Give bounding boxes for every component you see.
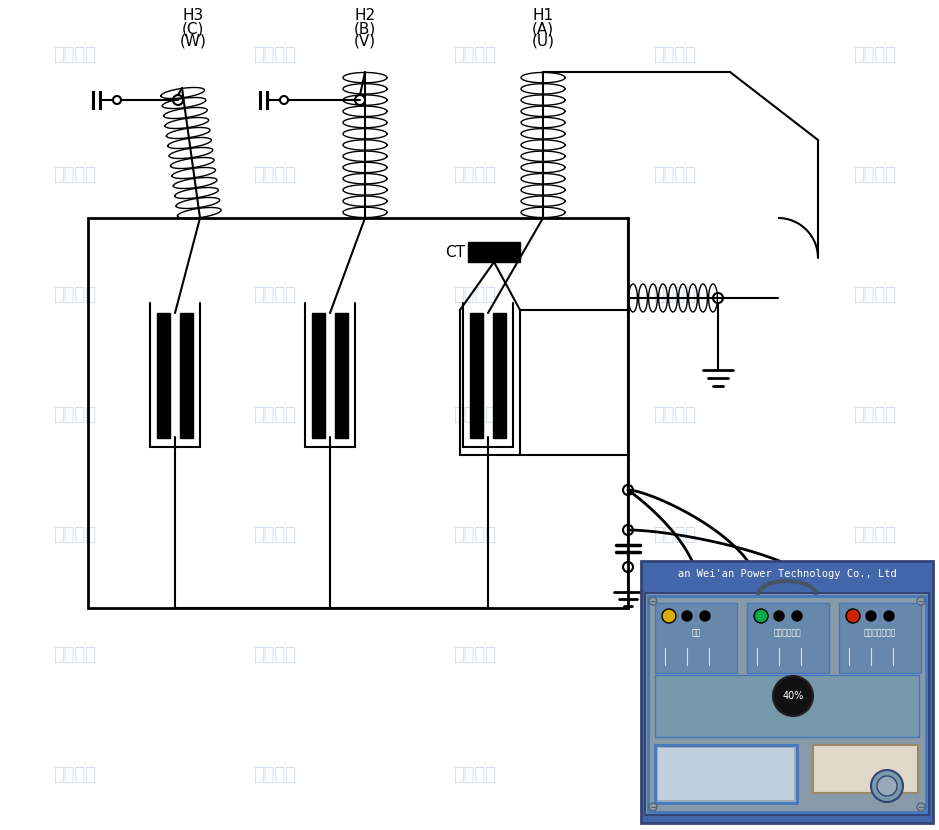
Bar [655, 745, 797, 803]
Bar [839, 603, 921, 673]
Text: 微安电力: 微安电力 [854, 166, 897, 184]
Bar [180, 313, 193, 437]
Text: 微安电力: 微安电力 [254, 406, 297, 424]
Text: 微安电力: 微安电力 [454, 766, 497, 784]
Text: an Wei'an Power Technology Co., Ltd: an Wei'an Power Technology Co., Ltd [678, 569, 897, 579]
Bar [470, 313, 483, 437]
Text: 微安电力: 微安电力 [854, 766, 897, 784]
Circle shape [792, 611, 802, 621]
Text: 微安电力: 微安电力 [254, 46, 297, 64]
Bar [658, 748, 794, 800]
Text: CT: CT [445, 245, 465, 260]
Circle shape [662, 609, 676, 623]
Text: 微安电力: 微安电力 [454, 646, 497, 664]
Bar [335, 313, 348, 437]
Circle shape [700, 611, 710, 621]
Text: 微安电力: 微安电力 [654, 646, 697, 664]
Text: (U): (U) [531, 34, 555, 49]
Circle shape [773, 676, 813, 716]
Bar [655, 603, 737, 673]
Text: (W): (W) [179, 34, 207, 49]
Text: 微安电力: 微安电力 [854, 406, 897, 424]
Text: 微安电力: 微安电力 [54, 286, 97, 304]
Text: 微安电力: 微安电力 [454, 286, 497, 304]
Text: 微安电力: 微安电力 [654, 166, 697, 184]
Text: H2: H2 [354, 8, 376, 23]
Text: (A): (A) [531, 21, 554, 36]
Text: 微安电力: 微安电力 [254, 166, 297, 184]
Bar [648, 596, 926, 812]
Bar [493, 313, 506, 437]
Text: 微安电力: 微安电力 [654, 406, 697, 424]
Text: 微安电力: 微安电力 [454, 406, 497, 424]
Bar [157, 313, 170, 437]
Text: 微安电力: 微安电力 [54, 46, 97, 64]
Text: 微安电力: 微安电力 [854, 526, 897, 544]
Text: 微安电力: 微安电力 [654, 46, 697, 64]
Circle shape [846, 609, 860, 623]
Text: 微安电力: 微安电力 [254, 286, 297, 304]
Text: H3: H3 [182, 8, 204, 23]
Text: H1: H1 [532, 8, 554, 23]
Text: 被校电压互感器: 被校电压互感器 [864, 628, 896, 637]
Text: (V): (V) [354, 34, 376, 49]
Text: 微安电力: 微安电力 [54, 166, 97, 184]
Text: 微安电力: 微安电力 [54, 766, 97, 784]
Bar [641, 561, 933, 823]
Circle shape [884, 611, 894, 621]
Bar [645, 593, 929, 815]
Text: (C): (C) [182, 21, 204, 36]
Circle shape [649, 803, 657, 811]
Bar [655, 675, 919, 737]
Circle shape [917, 803, 925, 811]
Text: (B): (B) [354, 21, 377, 36]
Text: 微安电力: 微安电力 [54, 646, 97, 664]
Bar [88, 218, 628, 608]
Circle shape [917, 597, 925, 605]
Bar [468, 242, 520, 262]
Text: 微安电力: 微安电力 [254, 646, 297, 664]
Text: 微安电力: 微安电力 [254, 526, 297, 544]
Text: 微安电力: 微安电力 [854, 286, 897, 304]
Circle shape [866, 611, 876, 621]
Text: 微安电力: 微安电力 [454, 526, 497, 544]
Text: 微安电力: 微安电力 [54, 406, 97, 424]
Text: 组合变比计量: 组合变比计量 [774, 628, 802, 637]
Bar [747, 603, 829, 673]
Text: 微安电力: 微安电力 [54, 526, 97, 544]
Text: 微安电力: 微安电力 [854, 46, 897, 64]
Circle shape [682, 611, 692, 621]
Circle shape [774, 611, 784, 621]
Circle shape [877, 776, 897, 796]
Bar [312, 313, 325, 437]
Circle shape [754, 609, 768, 623]
Text: 微安电力: 微安电力 [454, 46, 497, 64]
Text: 微安电力: 微安电力 [654, 286, 697, 304]
Text: 微安电力: 微安电力 [654, 766, 697, 784]
Circle shape [649, 597, 657, 605]
Text: 微安电力: 微安电力 [254, 766, 297, 784]
Text: 微安电力: 微安电力 [654, 526, 697, 544]
Circle shape [871, 770, 903, 802]
Text: 输出: 输出 [691, 628, 700, 637]
Bar [813, 745, 918, 793]
Text: 微安电力: 微安电力 [454, 166, 497, 184]
Text: 40%: 40% [782, 691, 804, 701]
Text: 微安电力: 微安电力 [854, 646, 897, 664]
